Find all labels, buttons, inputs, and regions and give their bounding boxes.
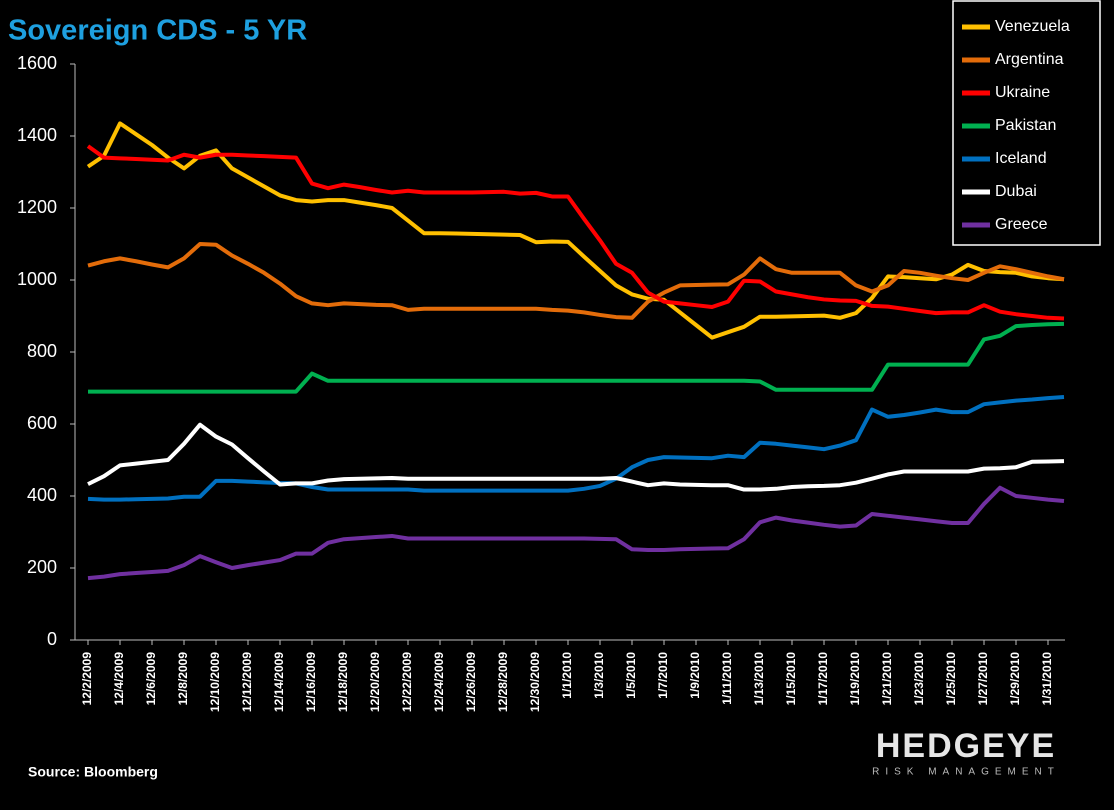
x-tick-label: 12/10/2009 (208, 652, 222, 712)
x-tick-label: 1/3/2010 (592, 652, 606, 699)
chart-title: Sovereign CDS - 5 YR (8, 15, 307, 47)
y-tick-label: 800 (27, 341, 57, 361)
legend-label: Argentina (995, 51, 1064, 68)
series-line (88, 321, 1065, 394)
x-tick-label: 1/31/2010 (1040, 652, 1054, 706)
x-tick-label: 1/11/2010 (720, 652, 734, 705)
y-tick-label: 1600 (17, 53, 57, 73)
x-tick-label: 12/30/2009 (528, 652, 542, 712)
series-line (87, 242, 1065, 320)
y-tick-label: 1000 (17, 269, 57, 289)
x-tick-label: 12/6/2009 (144, 652, 158, 706)
series-line (87, 485, 1065, 581)
x-tick-label: 1/13/2010 (752, 652, 766, 706)
x-tick-label: 12/26/2009 (464, 652, 478, 712)
x-tick-label: 12/24/2009 (432, 652, 446, 712)
y-tick-label: 200 (27, 557, 57, 577)
x-tick-label: 1/23/2010 (912, 652, 926, 706)
legend-label: Pakistan (995, 117, 1056, 134)
x-tick-label: 1/7/2010 (656, 652, 670, 699)
legend-label: Ukraine (995, 84, 1050, 101)
x-tick-label: 12/16/2009 (304, 652, 318, 712)
x-tick-label: 1/9/2010 (688, 652, 702, 699)
series-line (87, 422, 1065, 492)
y-tick-label: 1400 (17, 125, 57, 145)
x-tick-label: 1/27/2010 (976, 652, 990, 706)
x-tick-label: 1/15/2010 (784, 652, 798, 706)
source-note: Source: Bloomberg (28, 764, 158, 780)
series-line (86, 144, 1065, 321)
legend-label: Dubai (995, 183, 1037, 200)
x-tick-label: 12/22/2009 (400, 652, 414, 712)
y-tick-label: 1200 (17, 197, 57, 217)
legend-box (952, 0, 1101, 246)
x-tick-label: 12/28/2009 (496, 652, 510, 712)
logo-name: HEDGEYE (876, 727, 1056, 765)
x-tick-label: 12/4/2009 (112, 652, 126, 706)
x-tick-label: 1/29/2010 (1008, 652, 1022, 706)
series-line (87, 395, 1065, 502)
x-tick-label: 1/5/2010 (624, 652, 638, 699)
x-tick-label: 12/2/2009 (80, 652, 94, 706)
x-tick-label: 12/18/2009 (336, 652, 350, 712)
x-tick-label: 1/21/2010 (880, 652, 894, 706)
x-tick-label: 1/19/2010 (848, 652, 862, 706)
x-tick-label: 1/17/2010 (816, 652, 830, 706)
y-tick-label: 400 (27, 485, 57, 505)
x-tick-label: 12/14/2009 (272, 652, 286, 712)
legend-label: Venezuela (995, 18, 1070, 35)
legend-label: Iceland (995, 150, 1047, 167)
x-tick-label: 12/20/2009 (368, 652, 382, 712)
x-tick-label: 12/8/2009 (176, 652, 190, 706)
x-tick-label: 12/12/2009 (240, 652, 254, 712)
series-line (86, 121, 1065, 340)
x-tick-label: 1/25/2010 (944, 652, 958, 706)
logo-tagline: RISK MANAGEMENT (872, 767, 1060, 778)
y-tick-label: 600 (27, 413, 57, 433)
legend-label: Greece (995, 216, 1048, 233)
y-tick-label: 0 (47, 629, 57, 649)
x-tick-label: 1/1/2010 (560, 652, 574, 699)
